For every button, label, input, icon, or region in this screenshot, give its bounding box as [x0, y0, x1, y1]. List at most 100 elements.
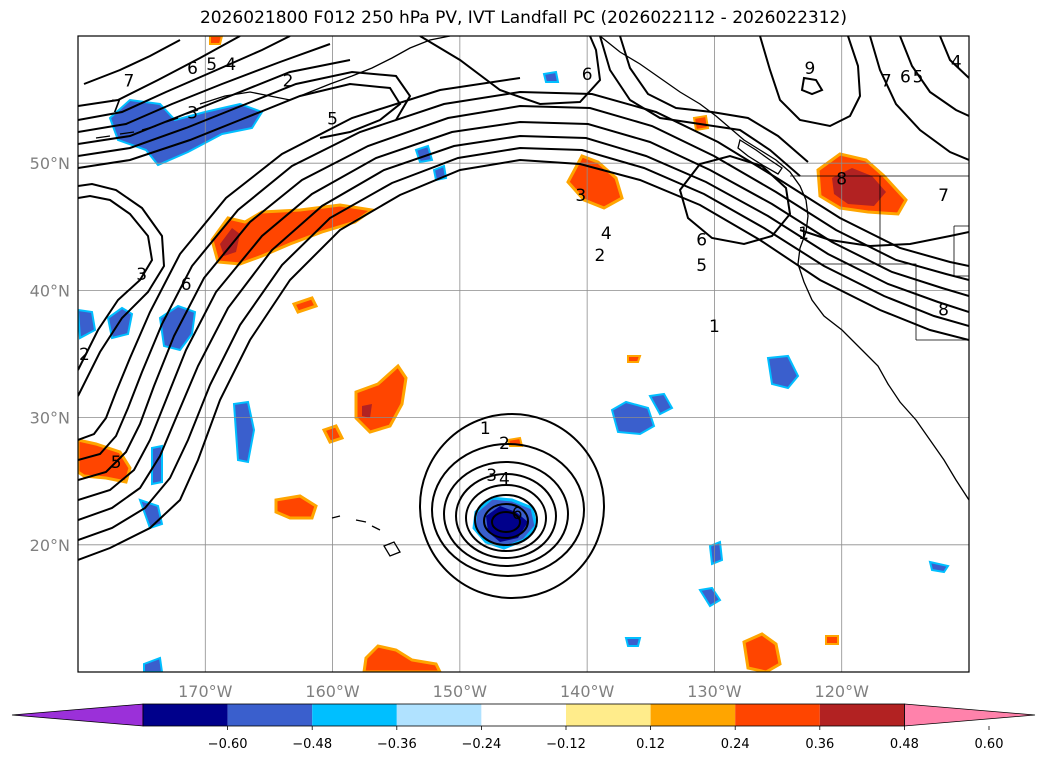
- colorbar-tick-label: 0.36: [805, 737, 834, 752]
- pv-positive-core: [832, 168, 886, 206]
- contour-line: [78, 43, 331, 133]
- colorbar-segment: [396, 704, 482, 726]
- contour-line: [78, 134, 969, 521]
- colorbar: −0.60 −0.48 −0.36 −0.24 −0.12 0.12 0.24 0.36 0.4…: [11, 703, 1036, 752]
- pv-positive-region: [742, 632, 782, 672]
- contour-line: [78, 82, 402, 169]
- contour-label: 4: [601, 224, 612, 244]
- lon-tick-label: 160°W: [305, 682, 360, 701]
- contour-line: [78, 36, 291, 121]
- contour-label: 8: [836, 169, 847, 189]
- contour-line: [83, 39, 181, 85]
- lat-tick-label: 40°N: [30, 281, 70, 300]
- lat-tick-label: 20°N: [30, 536, 70, 555]
- contour-line: [619, 36, 809, 163]
- contour-label: 5: [111, 453, 122, 473]
- contour-label: 3: [575, 186, 586, 206]
- contour-line: [800, 76, 824, 96]
- pv-negative-region: [143, 656, 164, 672]
- pv-positive-region: [362, 644, 442, 672]
- colorbar-tick-label: −0.48: [292, 737, 332, 752]
- vancouver-island: [737, 138, 783, 175]
- colorbar-extend-max: [904, 703, 1036, 727]
- pv-positive-core: [362, 404, 372, 418]
- low-contour-4: [455, 473, 557, 559]
- contour-label: 2: [283, 72, 294, 92]
- lon-tick-label: 120°W: [815, 682, 870, 701]
- lon-tick-label: 150°W: [433, 682, 488, 701]
- low-contour-7: [483, 503, 529, 539]
- colorbar-segment: [143, 704, 228, 726]
- pv-positive-region: [274, 494, 318, 520]
- contour-label: 7: [111, 97, 122, 117]
- pv-positive-region: [209, 36, 224, 45]
- low-contour-3: [443, 461, 569, 567]
- contour-line: [78, 90, 969, 461]
- contour-line: [939, 36, 969, 79]
- pv-negative-region: [928, 560, 950, 574]
- colorbar-segment: [650, 704, 736, 726]
- contour-label: 6: [696, 231, 707, 251]
- colorbar-tick-label: −0.24: [461, 737, 501, 752]
- pv-negative-region: [708, 540, 724, 566]
- contour-line: [78, 77, 521, 441]
- contour-label: 6: [582, 65, 593, 85]
- contour-label: 1: [480, 419, 491, 439]
- contour-label: 5: [696, 256, 707, 276]
- colorbar-segment: [312, 704, 397, 726]
- colorbar-segment: [227, 704, 313, 726]
- contour-label: 6: [512, 504, 523, 524]
- contour-label: 2: [79, 345, 90, 365]
- state-border: [800, 176, 969, 341]
- colorbar-extend-min: [11, 703, 144, 727]
- alaska-coastline: [199, 36, 451, 105]
- pv-positive-region: [692, 114, 710, 132]
- contour-label: 6: [181, 275, 192, 295]
- colorbar-segment: [735, 704, 820, 726]
- pv-positive-region: [78, 438, 132, 484]
- contour-line: [78, 194, 154, 371]
- ivt-contours: [78, 36, 969, 599]
- pv-positive-core: [220, 228, 240, 256]
- pv-negative-region: [542, 70, 560, 83]
- contour-label: 7: [938, 186, 949, 206]
- contour-line: [78, 120, 969, 501]
- colorbar-tick-label: −0.60: [208, 737, 248, 752]
- gridlines: [78, 36, 969, 672]
- pv-negative-region: [698, 586, 722, 608]
- contour-line: [78, 182, 166, 397]
- contour-label: 4: [951, 52, 962, 72]
- contour-line: [799, 229, 969, 248]
- contour-line: [78, 59, 351, 145]
- lat-tick-label: 50°N: [30, 154, 70, 173]
- contour-line: [599, 36, 801, 177]
- colorbar-segment: [819, 704, 905, 726]
- contour-label: 4: [499, 470, 510, 490]
- contour-label: 9: [804, 59, 815, 79]
- colorbar-tick-label: 0.60: [975, 737, 1004, 752]
- pv-negative-region: [232, 400, 256, 464]
- low-contour-1: [419, 413, 605, 599]
- contour-label: 6: [187, 59, 198, 79]
- contour-line: [869, 36, 969, 161]
- contour-label: 3: [136, 265, 147, 285]
- contour-label: 5: [913, 68, 924, 88]
- colorbar-segment: [566, 704, 651, 726]
- latitude-tick-labels: 20°N 30°N 40°N 50°N: [30, 154, 70, 555]
- contour-line: [759, 36, 862, 128]
- contour-line: [899, 36, 969, 117]
- contour-label: 3: [187, 103, 198, 123]
- contour-label: 2: [594, 246, 605, 266]
- contour-line: [678, 154, 792, 246]
- contour-line: [78, 36, 241, 107]
- pv-negative-region: [624, 637, 642, 647]
- colorbar-tick-label: −0.36: [377, 737, 417, 752]
- contour-label: 5: [206, 55, 217, 75]
- colorbar-outline: [142, 703, 905, 727]
- hawaii-islands: [331, 515, 401, 557]
- pv-positive-region: [321, 424, 345, 444]
- pv-negative-region: [766, 354, 800, 390]
- low-contour-8: [491, 511, 521, 533]
- contour-line: [419, 36, 602, 106]
